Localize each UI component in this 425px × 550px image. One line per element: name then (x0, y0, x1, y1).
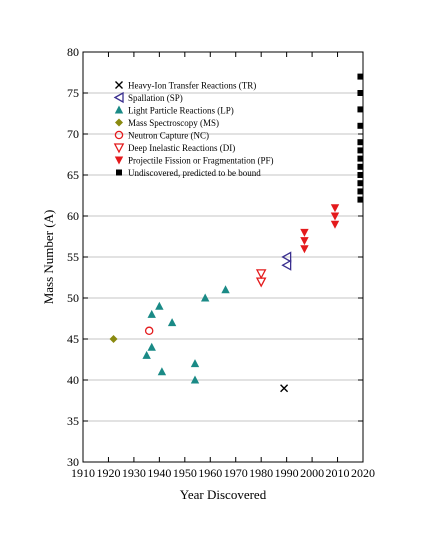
legend-label-1: Spallation (SP) (128, 93, 183, 103)
data-point-s7-8 (357, 122, 364, 129)
y-tick-label-70: 70 (67, 127, 79, 141)
data-point-s7-0 (357, 196, 364, 203)
data-point-s2-3 (155, 301, 164, 310)
y-tick-label-80: 80 (67, 45, 79, 59)
y-tick-label-30: 30 (67, 455, 79, 469)
x-tick-label-1930: 1930 (122, 466, 146, 480)
data-point-s2-7 (190, 375, 200, 384)
legend-label-4: Neutron Capture (NC) (128, 131, 209, 141)
y-axis-label: Mass Number (A) (41, 210, 56, 305)
data-point-s7-6 (357, 147, 364, 154)
legend-marker-2 (114, 105, 124, 114)
data-point-s5-1 (255, 269, 267, 280)
data-point-s1-1 (281, 251, 292, 263)
legend-label-6: Projectile Fission or Fragmentation (PF) (128, 156, 274, 166)
legend-label-5: Deep Inelastic Reactions (DI) (128, 143, 235, 153)
y-tick-label-45: 45 (67, 332, 79, 346)
data-point-s0-0 (280, 384, 289, 393)
data-point-s7-2 (357, 180, 364, 187)
y-tick-label-50: 50 (67, 291, 79, 305)
x-tick-label-2020: 2020 (351, 466, 375, 480)
data-point-s7-5 (357, 155, 364, 162)
x-tick-label-1950: 1950 (173, 466, 197, 480)
data-point-s2-0 (142, 350, 151, 359)
data-point-s3-0 (109, 335, 118, 343)
legend-marker-4 (114, 130, 124, 140)
legend-label-0: Heavy-Ion Transfer Reactions (TR) (128, 81, 256, 91)
legend-marker-1 (113, 91, 124, 104)
y-tick-label-60: 60 (67, 209, 79, 223)
legend-label-3: Mass Spectroscopy (MS) (128, 118, 219, 128)
data-point-s2-2 (147, 309, 156, 318)
data-point-s6-2 (300, 228, 309, 237)
data-point-s2-4 (157, 367, 167, 376)
y-tick-label-40: 40 (67, 373, 79, 387)
data-point-s7-11 (357, 73, 364, 80)
data-point-s2-6 (190, 359, 200, 368)
legend-marker-6 (114, 156, 124, 165)
legend-label-7: Undiscovered, predicted to be bound (128, 168, 261, 178)
x-tick-label-2000: 2000 (300, 466, 324, 480)
data-point-s2-8 (200, 293, 210, 302)
y-tick-label-55: 55 (67, 250, 79, 264)
y-tick-label-75: 75 (67, 86, 79, 100)
x-tick-label-1960: 1960 (198, 466, 222, 480)
legend-marker-7 (116, 169, 122, 176)
legend: Heavy-Ion Transfer Reactions (TR) Spallat… (113, 81, 274, 178)
x-tick-label-1980: 1980 (249, 466, 273, 480)
data-point-s2-1 (147, 342, 156, 351)
legend-marker-0 (115, 81, 123, 89)
data-point-s7-9 (357, 106, 364, 113)
legend-marker-3 (115, 118, 123, 127)
data-point-s2-5 (167, 318, 177, 327)
data-point-s2-9 (221, 285, 230, 294)
y-tick-label-65: 65 (67, 168, 79, 182)
data-point-s7-1 (357, 188, 364, 195)
x-tick-label-1990: 1990 (275, 466, 299, 480)
x-axis-label: Year Discovered (180, 487, 267, 502)
y-tick-label-35: 35 (67, 414, 79, 428)
data-point-s7-10 (357, 90, 364, 96)
data-point-s7-3 (357, 172, 364, 178)
data-point-s4-0 (144, 326, 154, 336)
x-tick-label-1940: 1940 (147, 466, 171, 480)
x-tick-label-1910: 1910 (71, 466, 95, 480)
data-point-s6-0 (300, 245, 309, 254)
legend-label-2: Light Particle Reactions (LP) (128, 106, 234, 116)
data-point-s7-4 (357, 163, 364, 170)
data-point-s6-4 (330, 212, 340, 221)
data-point-s6-3 (330, 220, 340, 229)
data-point-s6-1 (300, 237, 309, 246)
data-point-s6-5 (330, 204, 340, 213)
data-point-s7-7 (357, 139, 364, 146)
x-tick-label-1920: 1920 (96, 466, 120, 480)
x-tick-label-1970: 1970 (224, 466, 248, 480)
grid-lines (83, 92, 363, 422)
data-point-s1-0 (281, 259, 292, 271)
x-tick-label-2010: 2010 (326, 466, 350, 480)
legend-marker-5 (113, 143, 125, 154)
data-point-s5-0 (255, 277, 267, 288)
data-marks (109, 73, 364, 393)
